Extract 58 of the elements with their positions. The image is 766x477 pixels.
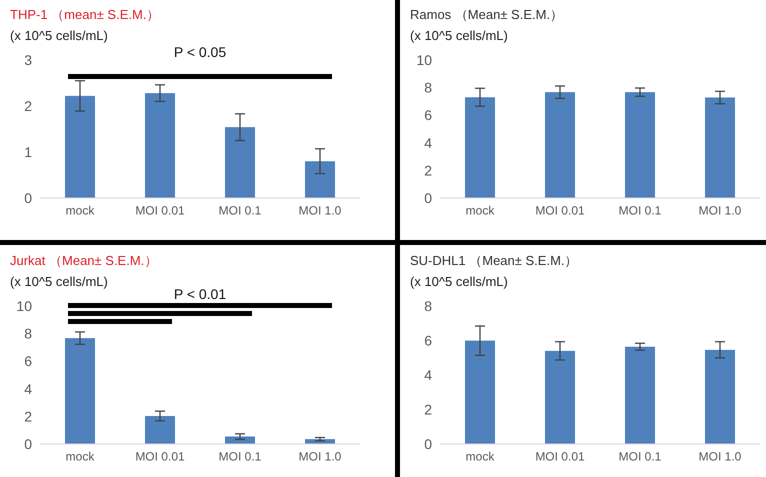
y-tick-label: 8 [424, 80, 432, 96]
y-tick-label: 0 [24, 190, 32, 206]
y-tick-label: 10 [416, 52, 432, 68]
annotation: P < 0.05 [172, 44, 228, 60]
y-axis-title: (x 10^5 cells/mL) [410, 28, 508, 43]
y-tick-label: 2 [424, 401, 432, 418]
x-tick-label: MOI 1.0 [298, 450, 342, 464]
x-tick-label: MOI 0.1 [618, 204, 662, 218]
chart-title: Ramos （Mean± S.E.M.） [410, 6, 564, 24]
y-axis-title: (x 10^5 cells/mL) [410, 274, 508, 289]
y-axis-title: (x 10^5 cells/mL) [10, 274, 108, 289]
bar [705, 350, 735, 444]
y-tick-label: 2 [24, 98, 32, 114]
y-tick-label: 10 [16, 298, 32, 314]
x-tick-label: mock [466, 204, 496, 218]
y-tick-label: 6 [424, 332, 432, 348]
y-axis-title: (x 10^5 cells/mL) [10, 28, 108, 43]
bar [545, 350, 575, 444]
y-tick-label: 4 [424, 134, 432, 151]
bar [65, 96, 95, 198]
bar [145, 416, 175, 444]
x-tick-label: MOI 0.1 [618, 450, 662, 464]
chart-title: Jurkat （Mean± S.E.M.） [10, 252, 158, 270]
chart-title: THP-1 （mean± S.E.M.） [10, 6, 160, 24]
bar [225, 127, 255, 198]
bar [225, 436, 255, 444]
y-tick-label: 0 [24, 436, 32, 452]
x-tick-label: MOI 1.0 [698, 450, 742, 464]
y-tick-label: 6 [24, 353, 32, 370]
bar [625, 346, 655, 444]
x-tick-label: MOI 0.01 [135, 450, 185, 464]
y-tick-label: 6 [424, 107, 432, 124]
x-tick-label: MOI 0.01 [535, 204, 585, 218]
bar [145, 93, 175, 198]
y-tick-label: 2 [24, 408, 32, 424]
x-tick-label: mock [66, 450, 96, 464]
bar [305, 161, 335, 198]
x-tick-label: MOI 1.0 [698, 204, 742, 218]
chart-title: SU-DHL1 （Mean± S.E.M.） [410, 252, 578, 270]
bar [465, 340, 495, 444]
y-tick-label: 8 [24, 326, 32, 342]
y-tick-label: 2 [424, 162, 432, 178]
x-tick-label: MOI 0.01 [135, 204, 185, 218]
x-tick-label: mock [466, 450, 496, 464]
y-tick-label: 8 [424, 298, 432, 314]
y-tick-label: 3 [24, 52, 32, 68]
y-tick-label: 0 [424, 436, 432, 452]
x-tick-label: MOI 0.1 [218, 450, 262, 464]
x-tick-label: MOI 1.0 [298, 204, 342, 218]
bar [65, 338, 95, 444]
x-tick-label: MOI 0.1 [218, 204, 262, 218]
y-tick-label: 4 [24, 380, 32, 397]
y-tick-label: 4 [424, 366, 432, 383]
x-tick-label: MOI 0.01 [535, 450, 585, 464]
y-tick-label: 0 [424, 190, 432, 206]
x-tick-label: mock [66, 204, 96, 218]
text: P < 0.01 [174, 286, 226, 302]
y-tick-label: 1 [24, 144, 32, 160]
